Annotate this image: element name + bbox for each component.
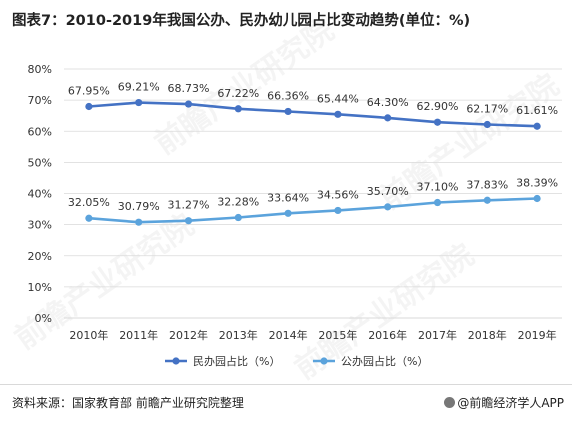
data-point [533, 194, 541, 203]
data-point [284, 209, 292, 217]
brand-credit: @前瞻经济学人APP [444, 394, 564, 411]
x-tick-label: 2010年 [69, 328, 108, 342]
y-tick-label: 10% [28, 281, 52, 294]
brand-logo-icon [444, 397, 456, 408]
data-point [284, 107, 292, 116]
y-tick-label: 30% [28, 219, 52, 232]
data-label: 61.61% [516, 104, 558, 117]
x-tick-label: 2014年 [269, 328, 308, 342]
x-tick-label: 2015年 [318, 328, 357, 342]
y-tick-label: 60% [28, 125, 52, 138]
chart-title: 图表7：2010-2019年我国公办、民办幼儿园占比变动趋势(单位：%) [12, 13, 471, 29]
data-point [85, 102, 93, 111]
data-label: 31.27% [168, 199, 210, 212]
x-tick-label: 2012年 [169, 328, 208, 342]
y-tick-label: 80% [28, 63, 52, 76]
data-label: 64.30% [367, 96, 409, 109]
data-point [483, 196, 491, 204]
data-label: 32.28% [217, 196, 259, 209]
data-label: 62.90% [417, 100, 459, 113]
data-point [135, 98, 143, 107]
data-label: 33.64% [267, 191, 309, 204]
y-tick-label: 70% [28, 94, 52, 107]
data-label: 37.83% [466, 178, 508, 191]
data-point [433, 198, 442, 207]
legend-label: 公办园占比（%） [341, 354, 428, 368]
data-label: 35.70% [367, 185, 409, 198]
x-tick-label: 2013年 [219, 328, 258, 342]
y-tick-label: 50% [28, 156, 52, 169]
x-tick-label: 2019年 [518, 328, 557, 342]
y-tick-label: 0% [35, 312, 52, 325]
data-label: 66.36% [267, 89, 309, 102]
data-point [85, 214, 93, 222]
series-line [87, 101, 539, 128]
x-tick-label: 2011年 [119, 328, 158, 342]
legend-marker [172, 357, 180, 365]
y-tick-label: 40% [28, 188, 52, 201]
data-label: 30.79% [118, 200, 160, 213]
data-point [483, 120, 491, 129]
data-point [334, 110, 342, 118]
x-tick-label: 2017年 [418, 328, 457, 342]
data-point [384, 203, 392, 211]
source-note: 资料来源：国家教育部 前瞻产业研究院整理 [12, 396, 244, 410]
data-label: 62.17% [466, 102, 508, 115]
legend-marker [320, 357, 328, 365]
data-point [533, 122, 541, 130]
brand-credit-text: @前瞻经济学人APP [457, 396, 564, 410]
x-tick-label: 2018年 [468, 328, 507, 342]
data-point [184, 100, 193, 108]
data-point [234, 105, 242, 113]
data-point [384, 114, 392, 122]
data-label: 32.05% [68, 196, 110, 209]
data-point [433, 118, 442, 126]
data-label: 69.21% [118, 81, 160, 94]
series-line [87, 197, 539, 224]
data-point [334, 206, 342, 215]
data-point [135, 218, 143, 226]
data-point [234, 213, 242, 222]
data-label: 68.73% [168, 82, 210, 95]
data-label: 67.95% [68, 85, 110, 98]
data-point [184, 217, 193, 225]
y-tick-label: 20% [28, 250, 52, 263]
x-tick-label: 2016年 [368, 328, 407, 342]
data-label: 67.22% [217, 87, 259, 100]
footer-divider [0, 384, 572, 385]
legend-label: 民办园占比（%） [193, 354, 280, 368]
data-label: 34.56% [317, 188, 359, 201]
data-label: 37.10% [417, 181, 459, 194]
data-label: 65.44% [317, 92, 359, 105]
data-label: 38.39% [516, 177, 558, 190]
